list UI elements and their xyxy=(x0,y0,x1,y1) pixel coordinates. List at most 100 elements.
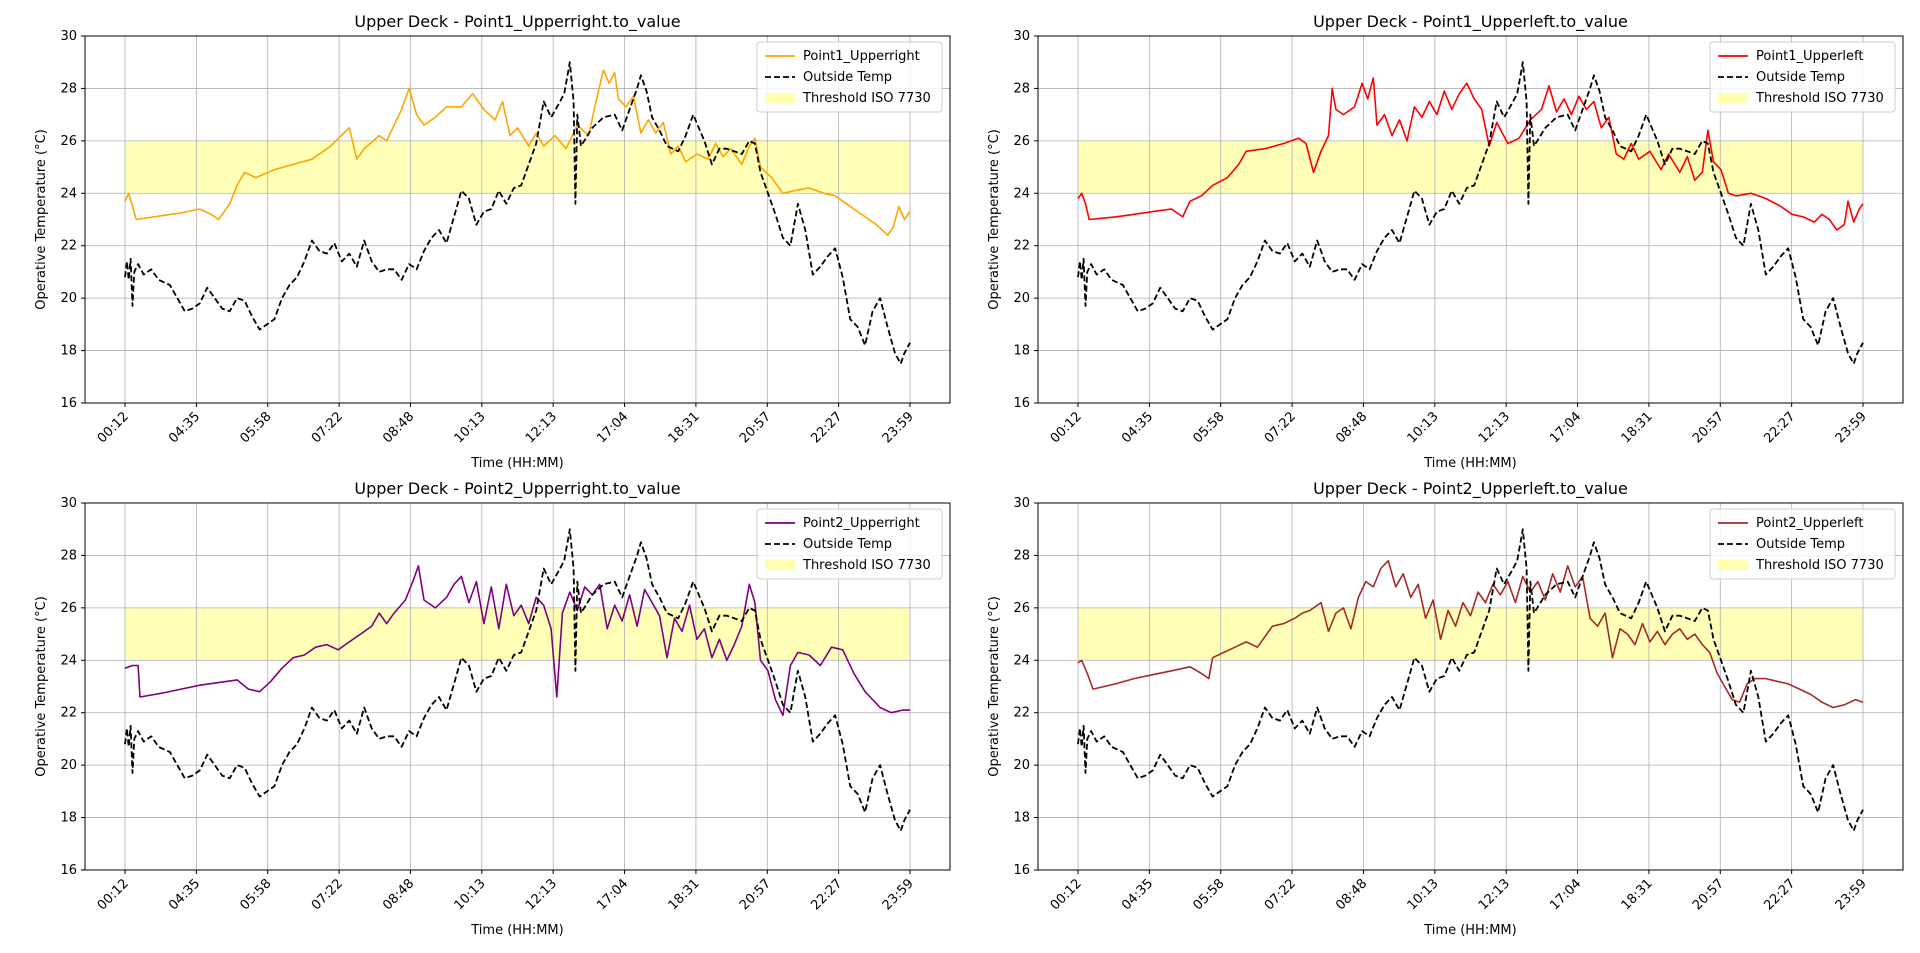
y-axis-label: Operative Temperature (°C) xyxy=(34,129,49,310)
y-tick-label: 28 xyxy=(1013,548,1030,563)
chart-panel-1: 16 18 20 22 24 26 28 30 00:12 04:35 05:58 07:22 08:4… xyxy=(34,12,951,471)
x-tick-label: 22:27 xyxy=(1761,409,1798,446)
y-tick-label: 30 xyxy=(1013,496,1030,511)
y-tick-label: 24 xyxy=(60,653,77,668)
x-axis-label: Time (HH:MM) xyxy=(470,456,563,471)
y-tick-label: 24 xyxy=(1013,653,1030,668)
legend-label: Point2_Upperright xyxy=(803,516,920,531)
x-tick-label: 22:27 xyxy=(808,409,845,446)
chart-title: Upper Deck - Point2_Upperleft.to_value xyxy=(1313,479,1628,499)
x-tick-label: 00:12 xyxy=(95,409,132,446)
x-axis-label: Time (HH:MM) xyxy=(1423,456,1516,471)
y-tick-label: 24 xyxy=(60,186,77,201)
y-tick-label: 22 xyxy=(1013,239,1030,254)
x-tick-label: 04:35 xyxy=(166,876,203,913)
x-tick-label: 18:31 xyxy=(666,876,703,913)
x-tick-label: 00:12 xyxy=(1048,409,1085,446)
y-tick-label: 26 xyxy=(1013,601,1030,616)
x-tick-label: 23:59 xyxy=(1833,876,1870,913)
x-tick-label: 07:22 xyxy=(309,409,346,446)
y-tick-label: 20 xyxy=(1013,291,1030,306)
series-line-sensor xyxy=(1077,559,1864,709)
chart-panel-4: 16 18 20 22 24 26 28 30 00:12 04:35 05:58 07:22 08:4… xyxy=(987,479,1904,938)
legend-box xyxy=(756,508,943,580)
x-tick-label: 18:31 xyxy=(666,409,703,446)
x-tick-label: 00:12 xyxy=(95,876,132,913)
x-tick-label: 05:58 xyxy=(237,409,274,446)
y-tick-label: 20 xyxy=(60,758,77,773)
x-tick-label: 08:48 xyxy=(380,409,417,446)
x-tick-label: 08:48 xyxy=(380,876,417,913)
y-tick-label: 20 xyxy=(1013,758,1030,773)
series-line-sensor xyxy=(124,69,911,236)
legend: Point2_Upperleft Outside Temp Threshold IS… xyxy=(1709,508,1896,580)
x-tick-label: 20:57 xyxy=(1690,409,1727,446)
x-tick-label: 23:59 xyxy=(880,409,917,446)
legend-label: Outside Temp xyxy=(803,537,892,552)
x-tick-label: 17:04 xyxy=(1547,409,1584,446)
legend-box xyxy=(1709,41,1896,113)
x-tick-label: 17:04 xyxy=(594,876,631,913)
x-tick-label: 12:13 xyxy=(1476,876,1513,913)
x-tick-label: 04:35 xyxy=(1119,876,1156,913)
x-tick-label: 05:58 xyxy=(1190,876,1227,913)
legend-label: Outside Temp xyxy=(1756,70,1845,85)
y-axis-label: Operative Temperature (°C) xyxy=(987,596,1002,777)
x-tick-label: 22:27 xyxy=(1761,876,1798,913)
y-tick-label: 30 xyxy=(60,29,77,44)
x-tick-label: 20:57 xyxy=(1690,876,1727,913)
y-tick-label: 22 xyxy=(60,239,77,254)
threshold-band xyxy=(1078,607,1863,661)
series-line-outside-temp xyxy=(1077,528,1864,832)
legend-swatch-band xyxy=(765,560,795,570)
series-line-outside-temp xyxy=(124,528,911,832)
x-tick-label: 10:13 xyxy=(1405,409,1442,446)
series-line-outside-temp xyxy=(124,61,911,365)
axes-frame xyxy=(84,502,951,871)
x-tick-label: 18:31 xyxy=(1619,409,1656,446)
x-axis-label: Time (HH:MM) xyxy=(470,923,563,938)
y-tick-label: 28 xyxy=(60,548,77,563)
y-tick-label: 22 xyxy=(1013,706,1030,721)
x-tick-label: 18:31 xyxy=(1619,876,1656,913)
legend-label: Point2_Upperleft xyxy=(1756,516,1863,531)
x-axis-label: Time (HH:MM) xyxy=(1423,923,1516,938)
y-tick-label: 18 xyxy=(60,344,77,359)
y-tick-label: 26 xyxy=(1013,134,1030,149)
x-tick-label: 17:04 xyxy=(1547,876,1584,913)
y-tick-label: 30 xyxy=(1013,29,1030,44)
x-tick-label: 20:57 xyxy=(737,876,774,913)
y-tick-label: 16 xyxy=(60,396,77,411)
axes-frame xyxy=(1037,35,1904,404)
chart-panel-3: 16 18 20 22 24 26 28 30 00:12 04:35 05:58 07:22 08:4… xyxy=(34,479,951,938)
x-tick-label: 20:57 xyxy=(737,409,774,446)
series-line-sensor xyxy=(124,565,910,717)
y-tick-label: 22 xyxy=(60,706,77,721)
x-tick-label: 10:13 xyxy=(1405,876,1442,913)
legend-label: Threshold ISO 7730 xyxy=(1755,558,1884,573)
legend: Point1_Upperright Outside Temp Threshold I… xyxy=(756,41,943,113)
axes-frame xyxy=(1037,502,1904,871)
chart-panel-2: 16 18 20 22 24 26 28 30 00:12 04:35 05:58 07:22 08:4… xyxy=(987,12,1904,471)
x-tick-label: 10:13 xyxy=(452,876,489,913)
legend-box xyxy=(756,41,943,113)
threshold-band xyxy=(125,140,910,194)
chart-title: Upper Deck - Point1_Upperright.to_value xyxy=(354,12,680,32)
legend-label: Threshold ISO 7730 xyxy=(1755,91,1884,106)
legend-box xyxy=(1709,508,1896,580)
x-tick-label: 07:22 xyxy=(309,876,346,913)
y-tick-label: 28 xyxy=(1013,81,1030,96)
x-tick-label: 08:48 xyxy=(1333,409,1370,446)
threshold-band xyxy=(1078,140,1863,194)
x-tick-label: 23:59 xyxy=(1833,409,1870,446)
legend-label: Outside Temp xyxy=(1756,537,1845,552)
legend: Point1_Upperleft Outside Temp Threshold IS… xyxy=(1709,41,1896,113)
y-axis-label: Operative Temperature (°C) xyxy=(987,129,1002,310)
y-axis-label: Operative Temperature (°C) xyxy=(34,596,49,777)
y-tick-label: 18 xyxy=(1013,344,1030,359)
legend-label: Threshold ISO 7730 xyxy=(802,558,931,573)
y-tick-label: 30 xyxy=(60,496,77,511)
chart-title: Upper Deck - Point1_Upperleft.to_value xyxy=(1313,12,1628,32)
